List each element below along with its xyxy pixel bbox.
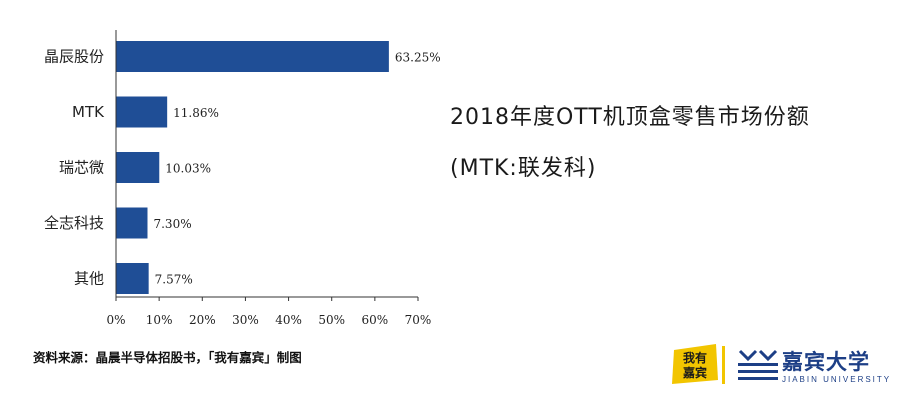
value-label: 7.30% [153, 217, 191, 231]
category-label: 晶辰股份 [44, 48, 104, 66]
source-note: 资料来源：晶晨半导体招股书，「我有嘉宾」制图 [33, 350, 302, 365]
bar-3 [116, 207, 148, 239]
value-label: 63.25% [395, 51, 441, 65]
x-tick-label: 10% [146, 313, 173, 327]
value-label: 11.86% [173, 106, 219, 120]
university-english-name: JIABIN UNIVERSITY [782, 375, 892, 384]
chart-title: 2018年度OTT机顶盒零售市场份额 [450, 105, 810, 130]
category-label: 全志科技 [44, 214, 104, 232]
value-label: 10.03% [165, 162, 211, 176]
x-tick-label: 70% [405, 313, 432, 327]
value-label: 7.57% [155, 273, 193, 287]
bar-0 [116, 41, 389, 72]
bar-1 [116, 96, 168, 128]
svg-text:嘉宾: 嘉宾 [682, 365, 707, 380]
category-label: MTK [72, 103, 105, 121]
university-emblem-icon [738, 349, 778, 380]
footer-logos: 我有 嘉宾 [672, 344, 778, 384]
category-label: 瑞芯微 [59, 159, 104, 177]
university-name: 嘉宾大学 [782, 350, 870, 374]
x-tick-label: 50% [318, 313, 345, 327]
bar-4 [116, 263, 149, 294]
logo-divider [722, 346, 725, 384]
category-label: 其他 [74, 270, 104, 288]
x-tick-label: 60% [362, 313, 389, 327]
x-tick-label: 20% [189, 313, 216, 327]
svg-text:我有: 我有 [683, 350, 707, 365]
x-tick-label: 0% [106, 313, 125, 327]
bar-2 [116, 152, 160, 183]
wuyoujiabin-badge-logo: 我有 嘉宾 [672, 344, 718, 384]
x-tick-label: 40% [275, 313, 302, 327]
x-tick-label: 30% [232, 313, 259, 327]
chart-subtitle: (MTK:联发科) [450, 156, 597, 181]
